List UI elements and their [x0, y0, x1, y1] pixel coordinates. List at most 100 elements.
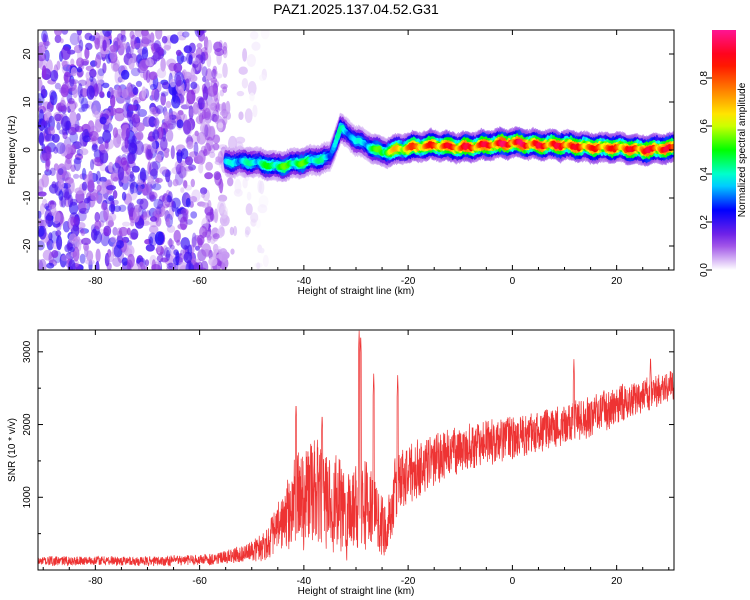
noise-blob [87, 179, 95, 192]
noise-blob [214, 48, 225, 57]
noise-blob [160, 257, 169, 263]
noise-blob [200, 51, 206, 65]
noise-blob [57, 105, 67, 112]
noise-blob [90, 159, 95, 171]
noise-blob [189, 151, 199, 158]
noise-blob [186, 141, 194, 150]
noise-blob [44, 169, 52, 176]
noise-blob [42, 249, 53, 261]
noise-blob [152, 210, 162, 218]
noise-blob [198, 113, 204, 124]
snr-panel: -80 -60 -40 -20 0 20 1000 2000 3000 Height of st… [7, 329, 675, 597]
noise-blob [69, 110, 77, 125]
noise-blob [186, 89, 196, 105]
colorbar-tick-label: 0.0 [699, 263, 710, 277]
noise-blob [192, 102, 199, 115]
noise-blob [222, 86, 228, 93]
noise-blob [110, 58, 120, 73]
noise-blob [56, 235, 63, 251]
noise-blob [169, 244, 175, 250]
noise-blob [202, 76, 207, 83]
noise-blob [213, 115, 223, 125]
noise-blob [211, 227, 220, 242]
noise-blob [46, 238, 54, 251]
noise-blob [218, 194, 228, 202]
noise-blob [112, 176, 119, 182]
noise-blob [196, 42, 203, 49]
noise-blob [173, 62, 183, 73]
noise-blob [166, 195, 172, 203]
noise-blob [249, 31, 259, 40]
noise-blob [210, 77, 218, 83]
noise-blob [209, 151, 216, 159]
noise-blob [58, 179, 65, 190]
noise-blob [72, 84, 79, 99]
noise-blob [180, 148, 189, 160]
noise-blob [213, 208, 219, 224]
noise-blob [175, 164, 182, 175]
noise-blob [176, 111, 185, 122]
noise-blob [201, 202, 210, 208]
noise-blob [79, 207, 89, 215]
noise-blob [84, 47, 90, 60]
noise-blob [180, 55, 187, 63]
noise-blob [130, 138, 137, 153]
noise-blob [148, 71, 158, 80]
noise-blob [188, 105, 194, 120]
noise-blob [41, 30, 48, 43]
noise-blob [207, 39, 213, 54]
noise-blob [69, 144, 77, 155]
noise-blob [173, 249, 179, 256]
noise-blob [190, 67, 196, 81]
noise-blob [44, 203, 50, 210]
noise-blob [168, 238, 173, 248]
snr-ticks: -80 -60 -40 -20 0 20 1000 2000 3000 [22, 330, 674, 587]
noise-blob [112, 226, 118, 236]
y-tick-label: 10 [22, 96, 33, 108]
noise-blob [83, 197, 90, 204]
noise-blob [155, 247, 165, 253]
noise-blob [85, 202, 90, 209]
noise-blob [127, 253, 135, 268]
x-tick-label: -60 [192, 276, 207, 287]
noise-blob [167, 123, 174, 130]
noise-blob [65, 143, 72, 154]
noise-blob [234, 178, 242, 194]
noise-blob [113, 205, 122, 212]
noise-blob [96, 68, 104, 81]
noise-blob [61, 60, 68, 68]
noise-blob [95, 261, 100, 270]
noise-blob [132, 208, 140, 223]
x-tick-label: -20 [401, 576, 416, 587]
noise-blob [108, 204, 116, 212]
noise-blob [77, 83, 83, 98]
noise-blob [38, 259, 44, 270]
noise-blob [217, 122, 224, 129]
noise-blob [204, 172, 214, 180]
x-tick-label: -40 [297, 576, 312, 587]
noise-blob [38, 178, 45, 191]
noise-blob [165, 100, 172, 109]
noise-blob [200, 260, 209, 270]
spectrogram-ticks: -80 -60 -40 -20 0 20 -20 -10 0 10 20 [22, 29, 674, 287]
noise-blob [134, 140, 145, 155]
noise-blob [128, 178, 136, 190]
noise-blob [60, 254, 70, 262]
noise-blob [44, 208, 52, 224]
x-tick-label: -80 [88, 576, 103, 587]
noise-blob [232, 225, 238, 237]
noise-blob [189, 196, 198, 203]
noise-blob [129, 30, 135, 40]
noise-blob [157, 199, 164, 214]
noise-blob [88, 35, 96, 42]
noise-blob [222, 62, 228, 78]
noise-blob [80, 58, 90, 65]
noise-blob [38, 93, 45, 106]
noise-blob [222, 47, 228, 59]
noise-blob [149, 216, 158, 222]
noise-blob [130, 67, 141, 77]
noise-blob [135, 80, 143, 87]
noise-blob [201, 243, 212, 257]
noise-blob [215, 73, 223, 79]
